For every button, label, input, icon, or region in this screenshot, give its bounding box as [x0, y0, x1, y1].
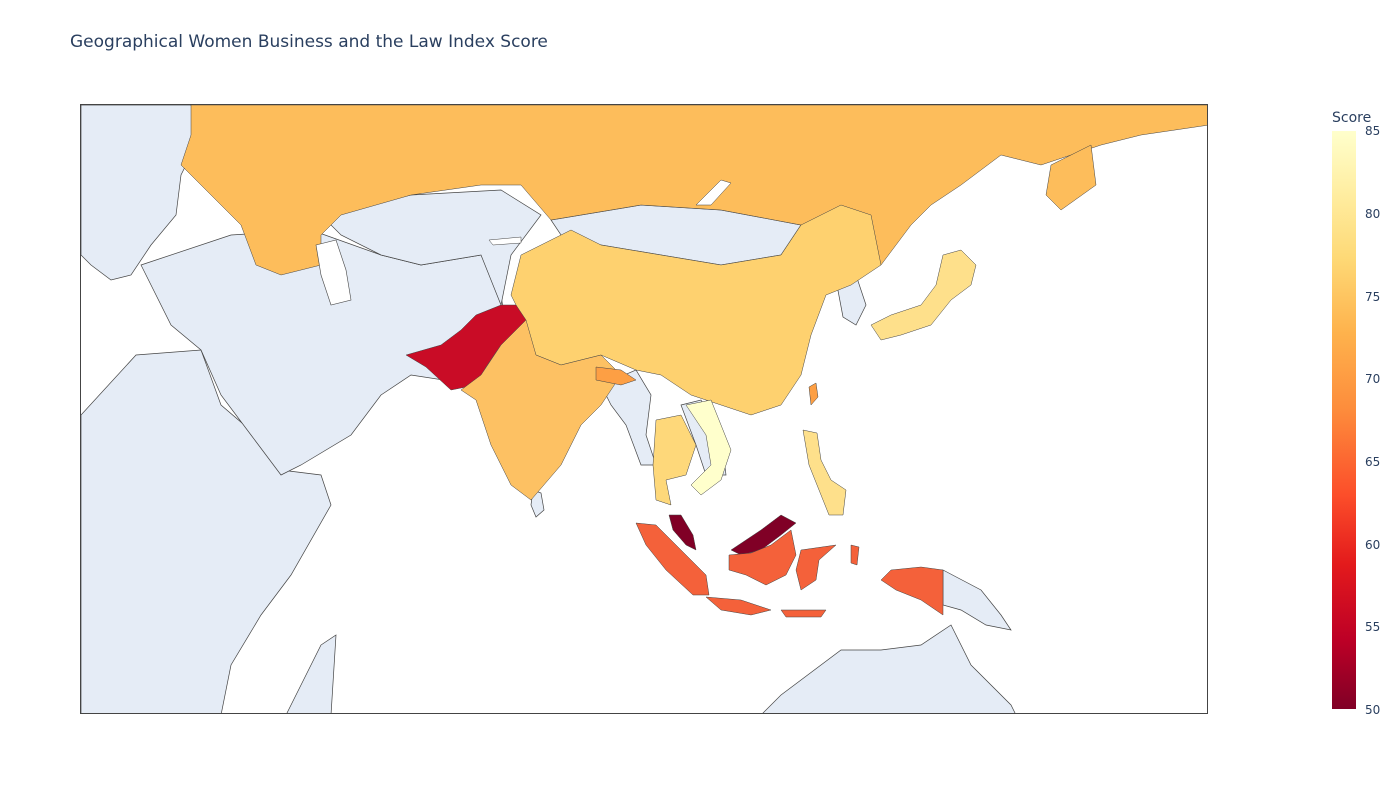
- colorbar-tick: 75: [1365, 291, 1380, 303]
- colorbar-tick: 80: [1365, 208, 1380, 220]
- colorbar: [1332, 131, 1356, 709]
- land-east-africa-coast: [286, 635, 336, 714]
- land-papua-new-guinea: [943, 570, 1011, 630]
- country-japan[interactable]: [871, 250, 976, 340]
- colorbar-tick: 55: [1365, 621, 1380, 633]
- colorbar-tick: 70: [1365, 373, 1380, 385]
- country-indonesia-sulawesi[interactable]: [796, 545, 836, 590]
- land-australia: [761, 625, 1016, 714]
- chart-title: Geographical Women Business and the Law …: [70, 32, 548, 52]
- choropleth-map[interactable]: [81, 105, 1208, 714]
- country-indonesia-papua[interactable]: [881, 567, 943, 615]
- country-indonesia-sumatra[interactable]: [636, 523, 709, 595]
- colorbar-tick: 50: [1365, 704, 1380, 716]
- colorbar-tick: 65: [1365, 456, 1380, 468]
- country-philippines[interactable]: [803, 430, 846, 515]
- colorbar-tick: 60: [1365, 539, 1380, 551]
- country-indonesia-java[interactable]: [706, 597, 771, 615]
- country-taiwan[interactable]: [809, 383, 818, 405]
- colorbar-tick: 85: [1365, 125, 1380, 137]
- map-frame[interactable]: [80, 104, 1208, 714]
